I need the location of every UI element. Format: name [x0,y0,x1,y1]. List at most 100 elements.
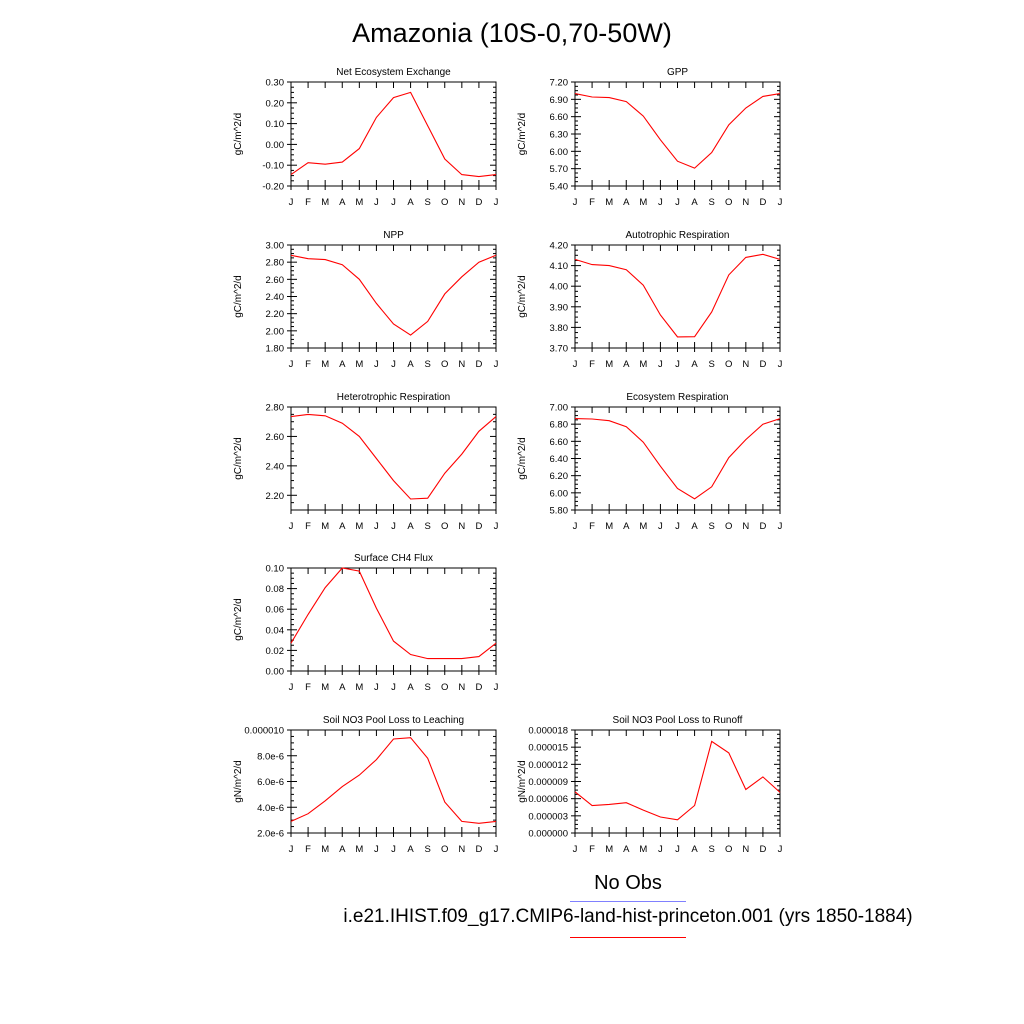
y-tick-label: 0.000003 [528,811,568,822]
x-tick-label: J [391,521,396,532]
x-tick-label: J [658,521,663,532]
x-tick-label: F [305,359,311,370]
x-tick-label: A [339,359,346,370]
plot-frame [574,729,781,834]
x-tick-label: J [374,359,379,370]
series-line [574,740,781,821]
y-tick-label: 2.40 [266,461,285,472]
x-tick-label: A [623,359,630,370]
x-tick-label: D [759,359,766,370]
x-tick-label: J [374,682,379,693]
x-tick-label: A [407,359,414,370]
x-tick-label: J [675,844,680,855]
x-tick-label: O [441,844,448,855]
y-tick-label: -0.20 [262,182,284,193]
y-axis-label: gC/m^2/d [233,113,244,156]
x-tick-label: J [494,521,499,532]
y-axis-label: gC/m^2/d [233,437,244,480]
x-tick-label: D [475,197,482,208]
x-tick-label: A [339,844,346,855]
y-tick-label: 6.80 [550,420,569,431]
y-tick-label: 0.00 [266,140,285,151]
x-tick-label: S [424,521,430,532]
x-tick-label: S [708,359,714,370]
y-tick-label: 6.30 [550,130,569,141]
y-tick-label: 2.80 [266,258,285,269]
x-tick-label: O [725,521,732,532]
x-tick-label: N [458,682,465,693]
y-tick-label: 6.40 [550,454,569,465]
chart-panel: Autotrophic Respiration gC/m^2/d 4.20 4.10 4… [517,230,783,370]
y-axis-label: gN/m^2/d [517,760,528,803]
legend-obs-label: No Obs [594,872,662,894]
y-tick-label: 0.000006 [528,794,568,805]
plot-frame [290,406,497,511]
chart-panel: NPP gC/m^2/d 3.00 2.80 2.60 2.40 2.20 2.00 1.80 J… [233,230,499,370]
x-tick-label: M [639,359,647,370]
x-tick-label: S [708,844,714,855]
x-tick-label: D [475,682,482,693]
x-tick-label: M [321,682,329,693]
y-tick-label: 2.20 [266,491,285,502]
x-tick-label: J [778,521,783,532]
x-tick-label: O [725,197,732,208]
y-tick-label: 3.90 [550,302,569,313]
y-tick-label: 0.04 [266,625,285,636]
x-tick-label: F [305,844,311,855]
x-tick-label: J [658,197,663,208]
x-tick-label: N [742,844,749,855]
series-line [574,93,781,169]
y-tick-label: 4.10 [550,261,569,272]
x-tick-label: S [424,844,430,855]
y-axis-label: gC/m^2/d [517,275,528,318]
x-tick-label: J [289,521,294,532]
y-tick-label: 0.00 [266,667,285,678]
x-tick-label: S [424,359,430,370]
chart-panel: Soil NO3 Pool Loss to Leaching gN/m^2/d 0.… [233,715,499,855]
y-tick-label: 0.06 [266,605,285,616]
x-tick-label: A [407,844,414,855]
y-tick-label: 0.000010 [244,726,284,737]
x-tick-label: O [725,844,732,855]
y-tick-label: 0.000012 [528,760,568,771]
x-tick-label: J [675,197,680,208]
x-tick-label: S [708,197,714,208]
y-tick-label: 5.80 [550,506,569,517]
y-axis-label: gC/m^2/d [233,275,244,318]
chart-panel: Surface CH4 Flux gC/m^2/d 0.10 0.08 0.06 0.04… [233,553,499,693]
x-tick-label: J [289,682,294,693]
y-tick-label: 0.08 [266,584,285,595]
x-tick-label: N [742,197,749,208]
x-tick-label: A [691,521,698,532]
y-tick-label: 2.60 [266,432,285,443]
x-tick-label: N [458,359,465,370]
x-tick-label: F [305,521,311,532]
x-tick-label: M [321,844,329,855]
x-tick-label: J [675,359,680,370]
x-tick-label: N [742,359,749,370]
x-tick-label: F [305,197,311,208]
legend-obs-line [570,901,686,902]
x-tick-label: D [759,521,766,532]
y-tick-label: 6.90 [550,95,569,106]
x-tick-label: F [589,844,595,855]
series-line [290,567,497,660]
x-tick-label: O [441,521,448,532]
x-tick-label: M [321,521,329,532]
y-tick-label: 4.0e-6 [257,803,284,814]
y-tick-label: 2.80 [266,403,285,414]
plot-frame [290,567,497,672]
x-tick-label: M [321,359,329,370]
x-tick-label: J [391,359,396,370]
y-tick-label: 2.0e-6 [257,829,284,840]
x-tick-label: J [573,359,578,370]
x-tick-label: D [475,359,482,370]
chart-panel: Ecosystem Respiration gC/m^2/d 7.00 6.80 6.6… [517,392,783,532]
y-tick-label: 1.80 [266,344,285,355]
x-tick-label: S [708,521,714,532]
x-tick-label: J [391,682,396,693]
y-tick-label: 0.000009 [528,777,568,788]
x-tick-label: O [441,197,448,208]
y-tick-label: 0.10 [266,119,285,130]
x-tick-label: J [778,359,783,370]
